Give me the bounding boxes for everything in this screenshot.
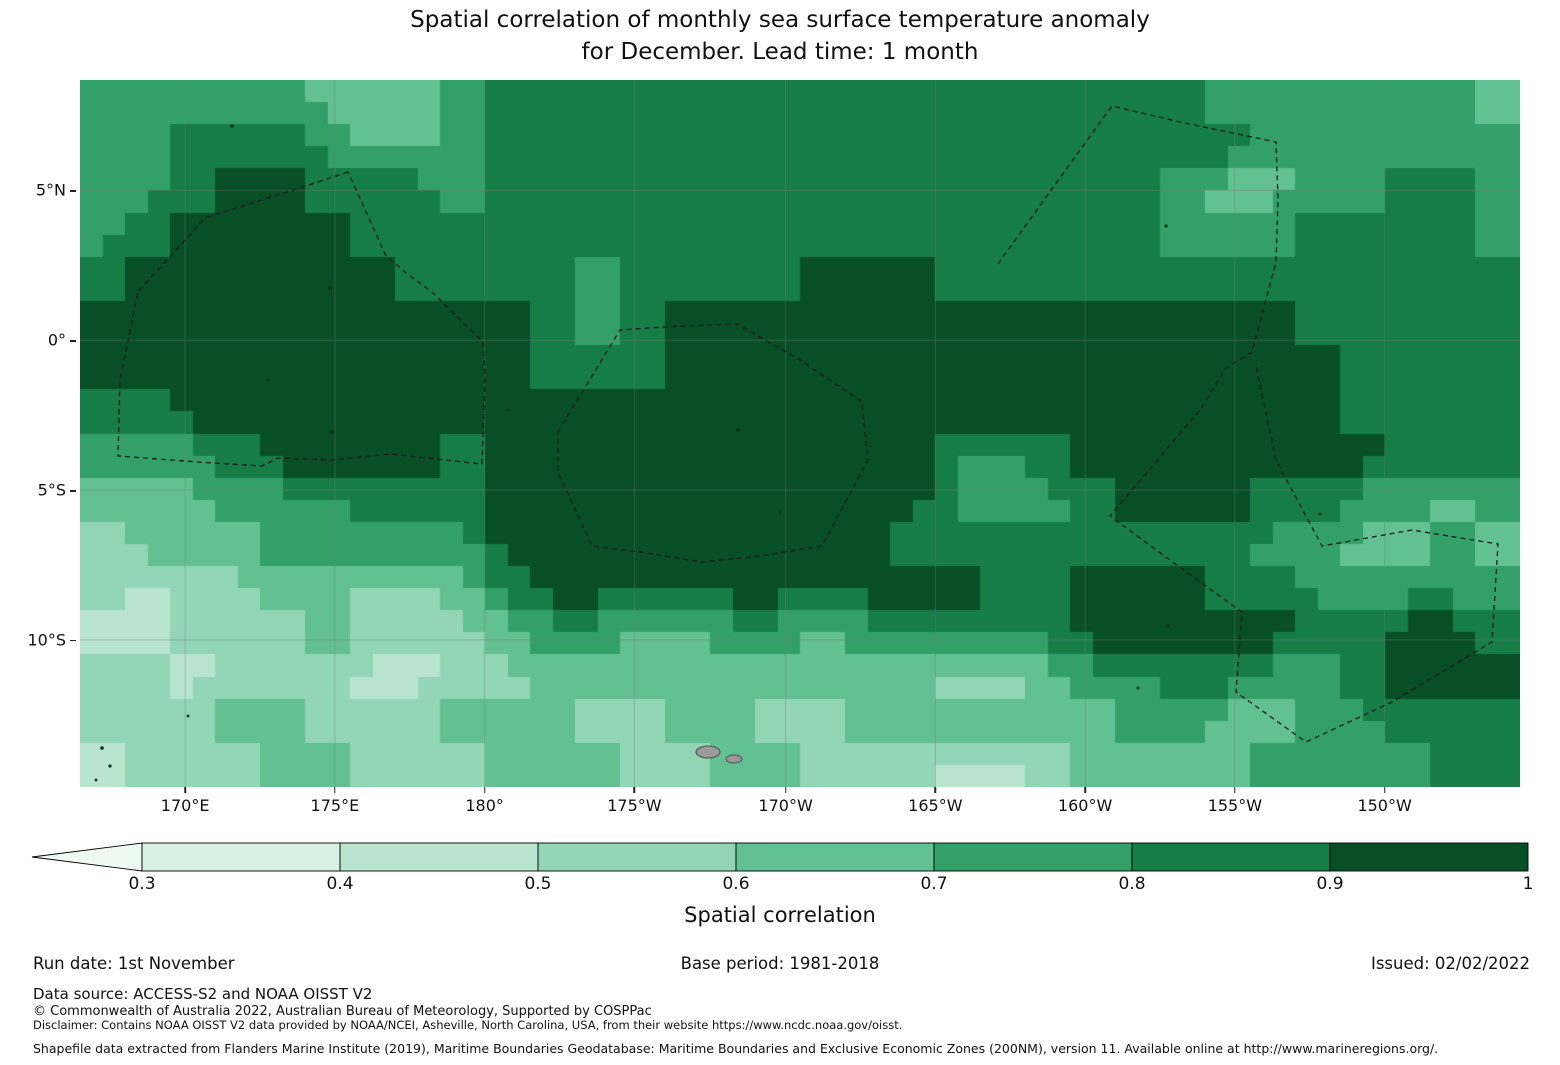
y-axis: 5°N 0° 5°S 10°S — [0, 80, 78, 787]
colorbar-segment — [735, 842, 935, 872]
y-tick-label: 0° — [47, 330, 66, 350]
eez-boundary-central — [557, 323, 869, 563]
colorbar-tick-label: 0.3 — [128, 874, 156, 894]
x-tick-label: 160°W — [1057, 796, 1113, 815]
colorbar-tick-label: 0.6 — [722, 874, 750, 894]
x-tick-mark — [334, 787, 336, 793]
x-tick-mark — [784, 787, 787, 793]
colorbar-labels: 0.3 0.4 0.5 0.6 0.7 0.8 0.9 1 — [30, 874, 1533, 898]
colorbar-segment — [1329, 842, 1529, 872]
eez-boundary-west — [117, 171, 486, 467]
footer-row: Run date: 1st November Base period: 1981… — [0, 954, 1560, 978]
x-tick-mark — [1234, 787, 1236, 793]
eez-boundary-east — [997, 105, 1499, 743]
x-tick-mark — [483, 787, 486, 793]
issued-text: Issued: 02/02/2022 — [1370, 954, 1530, 973]
y-tick-label: 10°S — [27, 630, 66, 650]
data-source-text: Data source: ACCESS-S2 and NOAA OISST V2 — [33, 985, 373, 1003]
colorbar-segment — [141, 842, 341, 872]
disclaimer-text: Disclaimer: Contains NOAA OISST V2 data … — [33, 1018, 903, 1032]
colorbar-title: Spatial correlation — [684, 903, 876, 927]
shapefile-text: Shapefile data extracted from Flanders M… — [33, 1041, 1439, 1056]
x-tick-mark — [1084, 787, 1086, 793]
x-tick-mark — [633, 787, 636, 793]
colorbar-svg — [31, 842, 1529, 872]
copyright-text: © Commonwealth of Australia 2022, Austra… — [33, 1004, 652, 1019]
x-tick-label: 150°W — [1357, 796, 1412, 815]
colorbar-segment — [537, 842, 737, 872]
x-tick-label: 165°W — [908, 796, 963, 815]
x-tick-label: 170°E — [160, 796, 210, 815]
island-marks — [94, 124, 1322, 782]
eez-boundaries — [117, 105, 1499, 743]
base-period-text: Base period: 1981-2018 — [680, 954, 880, 973]
x-tick-label: 175°E — [310, 796, 360, 815]
y-tick-mark — [70, 190, 76, 192]
y-tick-mark — [70, 340, 76, 342]
colorbar-tick-label: 1 — [1522, 874, 1534, 894]
y-tick-label: 5°S — [37, 480, 66, 500]
colorbar-underflow-arrow — [31, 842, 143, 872]
x-tick-mark — [1383, 787, 1386, 793]
colorbar-tick-label: 0.4 — [326, 874, 354, 894]
x-tick-label: 170°W — [758, 796, 813, 815]
x-axis: 170°E 175°E 180° 175°W 170°W 165°W 160°W 155°W 1… — [80, 787, 1520, 821]
x-tick-label: 180° — [465, 796, 504, 815]
colorbar-tick-label: 0.8 — [1118, 874, 1146, 894]
y-tick-label: 5°N — [35, 180, 66, 200]
gridlines — [80, 80, 1520, 787]
map-overlay — [80, 80, 1520, 787]
chart-title-line1: Spatial correlation of monthly sea surfa… — [410, 7, 1150, 33]
y-tick-mark — [70, 490, 76, 492]
colorbar-segment — [339, 842, 539, 872]
x-tick-mark — [934, 787, 937, 793]
colorbar-tick-label: 0.9 — [1316, 874, 1344, 894]
x-tick-label: 175°W — [607, 796, 662, 815]
chart-title-line2: for December. Lead time: 1 month — [581, 39, 979, 65]
colorbar-segment — [1131, 842, 1331, 872]
x-tick-mark — [184, 787, 186, 793]
colorbar-tick-label: 0.5 — [524, 874, 552, 894]
colorbar-segment — [933, 842, 1133, 872]
heatmap-canvas — [80, 80, 1520, 787]
map-area — [80, 80, 1520, 787]
x-tick-label: 155°W — [1207, 796, 1263, 815]
run-date-text: Run date: 1st November — [33, 954, 235, 973]
colorbar-tick-label: 0.7 — [920, 874, 948, 894]
island-samoa — [695, 745, 743, 764]
y-tick-mark — [70, 639, 76, 642]
